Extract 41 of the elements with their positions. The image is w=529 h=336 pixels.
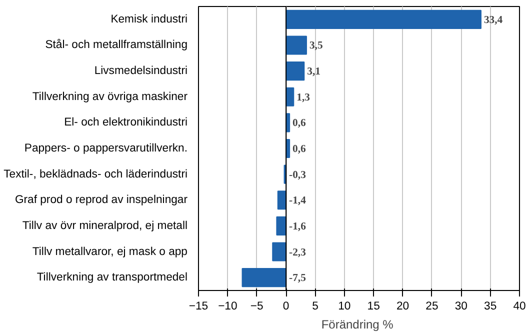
x-tick-label: −15 <box>188 300 208 312</box>
data-label: 33,4 <box>484 14 504 26</box>
x-tick-label: 15 <box>367 300 380 312</box>
x-tick-label: 20 <box>396 300 410 312</box>
data-label: 3,5 <box>309 40 323 52</box>
x-tick-label: −10 <box>218 300 238 312</box>
y-tick-label: Kemisk industri <box>110 13 188 26</box>
x-tick-label: 35 <box>484 300 497 312</box>
y-tick-label: Tillverkning av övriga maskiner <box>32 90 188 103</box>
data-label: 0,6 <box>292 144 307 155</box>
y-tick-label: Textil-, beklädnads- och läderindustri <box>4 168 188 180</box>
y-tick-label: Tillv metallvaror, ej mask o app <box>32 246 188 258</box>
y-tick-label: Tillverkning av transportmedel <box>36 272 188 284</box>
y-tick-label: Livsmedelsindustri <box>94 65 188 78</box>
y-tick-label: Graf prod o reprod av inspelningar <box>14 194 188 206</box>
data-label: -2,3 <box>289 247 306 258</box>
bar <box>286 10 482 29</box>
x-axis-title: Förändring % <box>321 318 394 332</box>
data-label: 1,3 <box>296 92 310 104</box>
x-tick-label: 30 <box>454 300 468 312</box>
y-tick-label: Tillv av övr mineralprod, ej metall <box>22 220 188 232</box>
x-tick-label: 25 <box>426 300 438 312</box>
bar <box>272 242 287 262</box>
data-label: -1,6 <box>289 221 307 232</box>
data-label: 0,6 <box>292 118 307 130</box>
data-label: 3,1 <box>307 66 320 78</box>
y-tick-label: El- och elektronikindustri <box>64 116 188 129</box>
y-tick-label: Pappers- o pappersvarutillverkn. <box>24 142 188 154</box>
x-tick-label: −5 <box>250 300 264 312</box>
bar <box>242 268 287 288</box>
bar <box>286 36 307 55</box>
bar <box>276 216 287 236</box>
x-tick-label: 40 <box>513 300 526 312</box>
data-label: -1,4 <box>289 196 307 207</box>
y-tick-label: Stål- och metallframställning <box>45 38 188 52</box>
x-tick-label: 0 <box>282 300 290 312</box>
bar <box>286 62 305 81</box>
x-tick-label: 5 <box>312 300 318 312</box>
x-tick-label: 10 <box>338 300 351 312</box>
data-label: -7,5 <box>289 273 306 284</box>
data-label: -0,3 <box>289 170 306 181</box>
